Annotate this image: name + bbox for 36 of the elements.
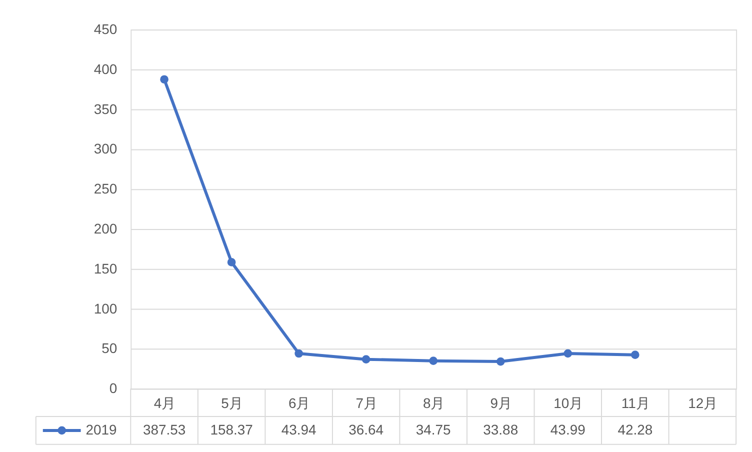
data-label: 43.99	[550, 421, 586, 438]
x-tick-label: 10月	[554, 395, 584, 412]
point	[429, 356, 438, 366]
y-tick-label: 0	[109, 380, 118, 396]
data-label: 34.75	[416, 421, 452, 438]
y-tick-label: 450	[94, 21, 118, 38]
point	[294, 349, 303, 358]
x-tick-label: 6月	[288, 395, 310, 412]
point	[564, 349, 572, 358]
data-label: 43.94	[281, 421, 317, 438]
y-tick-label: 350	[94, 100, 118, 117]
y-tick-label: 50	[102, 340, 118, 356]
x-tick-label: 8月	[422, 395, 445, 412]
point	[630, 350, 640, 359]
x-tick-label: 11月	[621, 395, 650, 412]
point	[227, 258, 236, 266]
data-label: 387.53	[142, 421, 186, 438]
y-tick-label: 400	[94, 60, 118, 77]
data-label: 33.88	[483, 421, 518, 438]
data-label: 36.64	[348, 421, 384, 438]
point	[362, 355, 370, 364]
legend-label: 2019	[86, 421, 118, 438]
y-tick-label: 200	[94, 220, 118, 236]
x-tick-label: 9月	[490, 395, 512, 412]
data-label: 42.28	[618, 421, 653, 438]
data-label: 158.37	[210, 421, 254, 438]
y-tick-label: 250	[94, 180, 118, 197]
y-tick-label: 100	[94, 300, 118, 316]
x-tick-label: 4月	[154, 395, 176, 412]
point	[160, 75, 168, 84]
x-tick-label: 7月	[356, 395, 378, 412]
x-tick-label: 5月	[221, 395, 243, 412]
x-tick-label: 12月	[688, 395, 718, 412]
y-tick-label: 150	[94, 260, 118, 276]
point	[496, 357, 505, 366]
y-tick-label: 300	[94, 140, 118, 157]
